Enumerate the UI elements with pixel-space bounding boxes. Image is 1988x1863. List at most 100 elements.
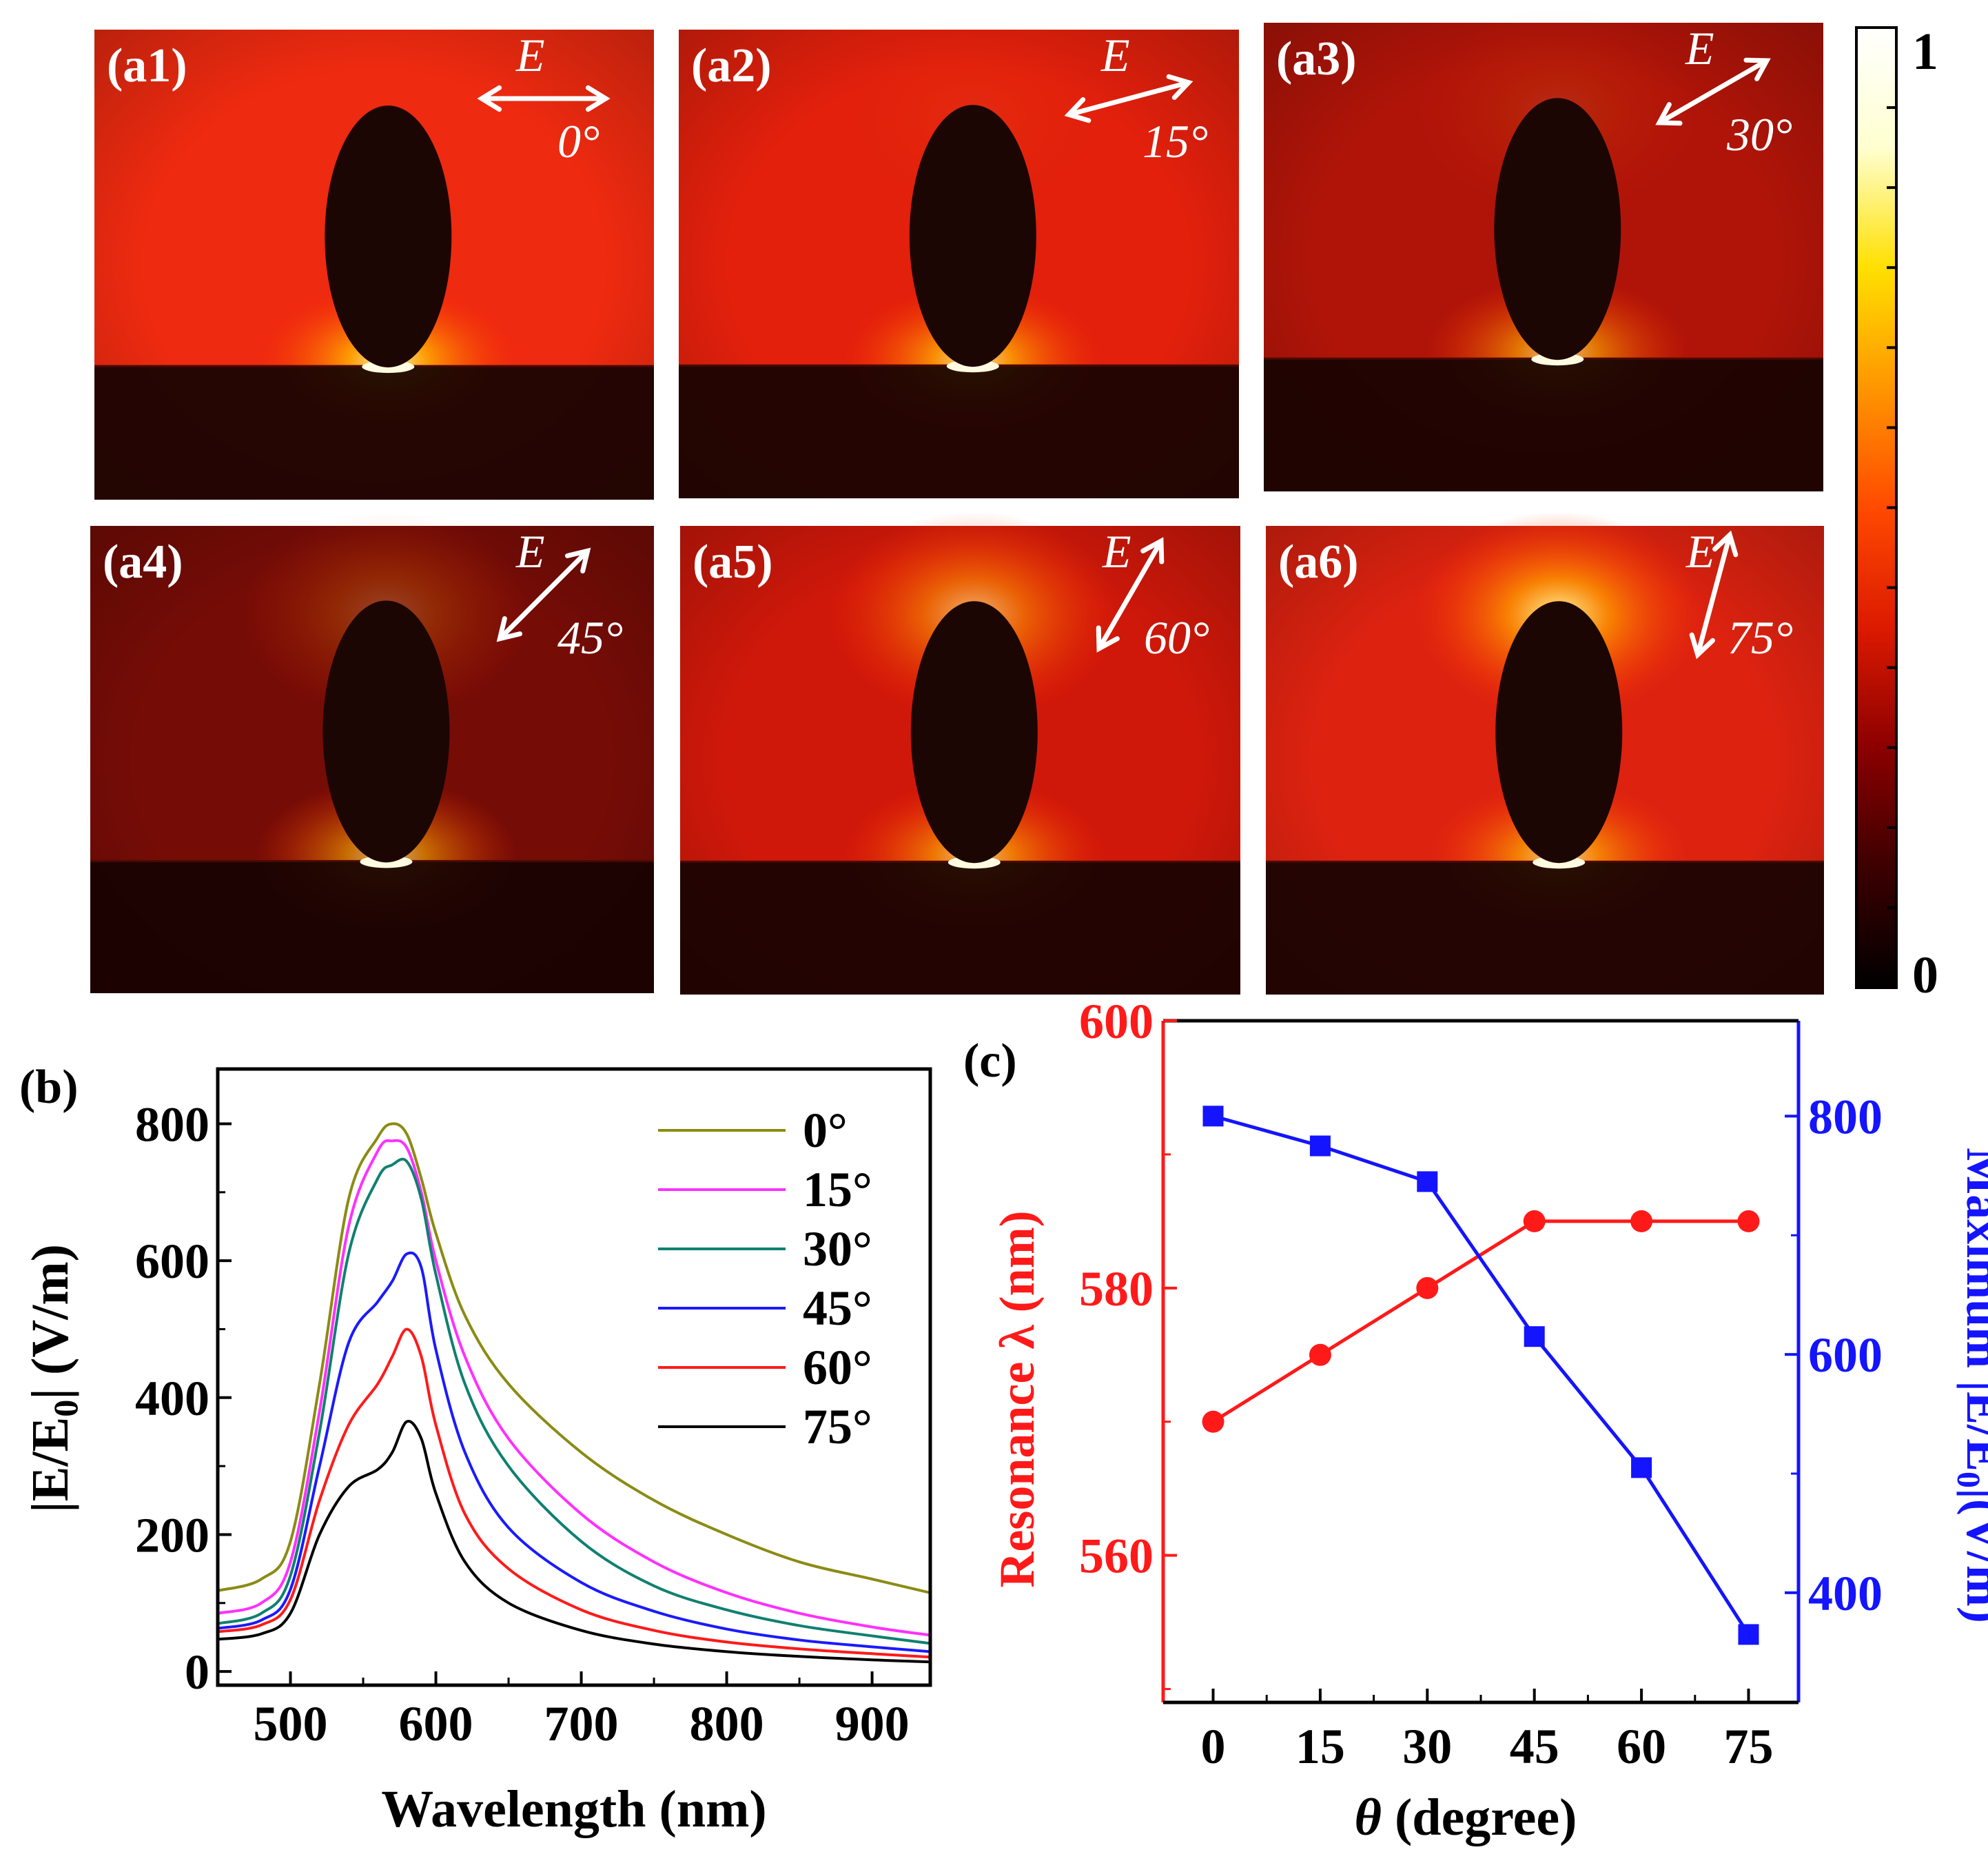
nanoparticle <box>1494 98 1621 360</box>
chart-c-series-line <box>1212 1114 1750 1636</box>
polarization-arrow <box>1689 530 1739 660</box>
polarization-arrow <box>1096 537 1165 653</box>
chart-b-x-tick-label: 500 <box>254 1696 328 1751</box>
polarization-angle-label: 30° <box>1726 108 1792 161</box>
nanoparticle <box>325 105 452 368</box>
field-map-panel-label: (a3) <box>1276 32 1357 85</box>
chart-c-plot-frame <box>1161 1019 1801 1704</box>
chart-b-plot-frame <box>216 1067 932 1687</box>
chart-b-legend-label: 15° <box>803 1162 872 1217</box>
polarization-arrow <box>496 547 591 642</box>
polarization-arrow <box>1064 74 1193 123</box>
nanoparticle <box>322 600 450 863</box>
colorbar-max-label: 1 <box>1912 23 1938 81</box>
field-map-panel-label: (a2) <box>691 39 772 92</box>
field-label-e: E <box>1100 29 1130 81</box>
chart-b-y-tick-label: 800 <box>135 1097 209 1152</box>
field-map-panel-label: (a1) <box>107 39 187 92</box>
chart-c: (c) 0 15 30 45 60 75 560 580 600 400 600 800 θ (deg… <box>963 994 1988 1846</box>
chart-b-x-tick-label: 700 <box>544 1696 619 1751</box>
chart-c-x-tick-label: 30 <box>1402 1719 1452 1774</box>
chart-c-resonance-point <box>1523 1210 1546 1232</box>
chart-b-y-tick-label: 400 <box>135 1371 209 1426</box>
polarization-angle-label: 0° <box>557 115 600 167</box>
nanoparticle <box>909 105 1036 367</box>
field-map-panel-label: (a4) <box>103 536 183 589</box>
field-label-e: E <box>515 29 545 81</box>
chart-b-legend-label: 30° <box>803 1221 872 1276</box>
field-label-e: E <box>1685 525 1715 578</box>
field-map-panel: (a5) E60° <box>680 511 1240 995</box>
chart-c-resonance-point <box>1737 1210 1760 1232</box>
chart-c-right-tick-label: 600 <box>1808 1327 1883 1383</box>
chart-b-legend-label: 0° <box>803 1103 848 1158</box>
chart-c-resonance-point <box>1309 1343 1331 1366</box>
chart-b-series-line <box>217 1157 931 1645</box>
field-map-panel: (a2) E15° <box>679 15 1239 498</box>
chart-c-resonance-point <box>1416 1276 1439 1299</box>
chart-b-y-tick-label: 0 <box>185 1645 209 1700</box>
chart-b-legend-label: 45° <box>803 1281 872 1336</box>
chart-b-series-lines <box>217 1122 931 1664</box>
chart-b-x-tick-label: 900 <box>835 1696 910 1751</box>
field-label-e: E <box>515 525 545 578</box>
substrate <box>1266 862 1824 995</box>
chart-c-series <box>1202 1106 1760 1645</box>
chart-b-y-tick-label: 600 <box>135 1234 209 1289</box>
polarization-angle-label: 45° <box>557 611 623 664</box>
chart-b: (b) 500 600 700 800 900 0 200 400 600 800 0°15°30… <box>19 1061 932 1838</box>
chart-c-right-tick-label: 800 <box>1808 1089 1883 1144</box>
colorbar-min-label: 0 <box>1912 946 1938 1004</box>
substrate <box>680 862 1240 995</box>
chart-c-max-field-point <box>1202 1106 1224 1127</box>
substrate <box>90 861 654 993</box>
chart-c-left-tick-label: 580 <box>1079 1261 1154 1316</box>
chart-c-left-tick-label: 560 <box>1079 1529 1154 1584</box>
chart-c-max-field-point <box>1524 1326 1545 1347</box>
chart-c-left-tick-label: 600 <box>1079 994 1154 1049</box>
chart-b-legend-label: 75° <box>803 1399 872 1454</box>
chart-c-ticks: 0 15 30 45 60 75 560 580 600 400 600 800 <box>1079 994 1883 1774</box>
chart-b-panel-label: (b) <box>19 1061 79 1114</box>
chart-b-x-axis-label: Wavelength (nm) <box>381 1780 766 1838</box>
polarization-angle-label: 75° <box>1728 611 1793 664</box>
chart-b-series-line <box>217 1122 931 1594</box>
chart-c-series-line <box>1212 1219 1749 1423</box>
field-map-panel-label: (a6) <box>1278 536 1359 589</box>
chart-c-right-tick-label: 400 <box>1808 1566 1883 1621</box>
colorbar: 1 0 <box>1855 23 1938 1004</box>
chart-c-x-tick-label: 75 <box>1723 1719 1773 1774</box>
chart-b-x-tick-label: 800 <box>690 1696 764 1751</box>
polarization-arrow <box>1655 57 1771 126</box>
polarization-angle-label: 15° <box>1142 115 1208 167</box>
chart-c-x-tick-label: 45 <box>1510 1719 1559 1774</box>
chart-b-series-line <box>217 1139 931 1637</box>
colorbar-ticks <box>1887 106 1896 909</box>
chart-b-x-tick-label: 600 <box>399 1696 473 1751</box>
chart-c-resonance-point <box>1630 1210 1653 1232</box>
chart-b-ticks: 500 600 700 800 900 0 200 400 600 800 <box>135 1097 910 1751</box>
field-map-panel: (a4) E45° <box>90 511 654 993</box>
chart-c-x-tick-label: 0 <box>1201 1719 1226 1774</box>
chart-c-right-axis-label: Maximum |E/E0|(V/m) <box>1950 1148 1988 1623</box>
field-label-e: E <box>1102 525 1131 578</box>
chart-c-resonance-point <box>1202 1410 1224 1433</box>
field-map-panel-label: (a5) <box>693 536 773 589</box>
chart-c-x-axis-label: θ (degree) <box>1355 1789 1577 1846</box>
chart-b-legend: 0°15°30°45°60°75° <box>658 1103 872 1454</box>
chart-c-max-field-point <box>1631 1457 1652 1478</box>
field-map-panel: (a1) E0° <box>94 29 654 500</box>
chart-b-series-line <box>217 1420 931 1664</box>
chart-c-x-tick-label: 15 <box>1295 1719 1345 1774</box>
chart-c-panel-label: (c) <box>963 1035 1017 1088</box>
chart-b-y-axis-label: |E/E0| (V/m) <box>21 1244 85 1513</box>
chart-c-left-axis-label: Resonance λ (nm) <box>990 1210 1045 1587</box>
substrate <box>94 366 654 500</box>
nanoparticle <box>910 601 1038 864</box>
field-map-panel: (a3) E30° <box>1264 8 1823 491</box>
chart-b-y-tick-label: 200 <box>135 1507 209 1562</box>
substrate <box>679 365 1239 498</box>
chart-c-max-field-point <box>1417 1171 1438 1192</box>
polarization-arrow <box>477 85 611 112</box>
